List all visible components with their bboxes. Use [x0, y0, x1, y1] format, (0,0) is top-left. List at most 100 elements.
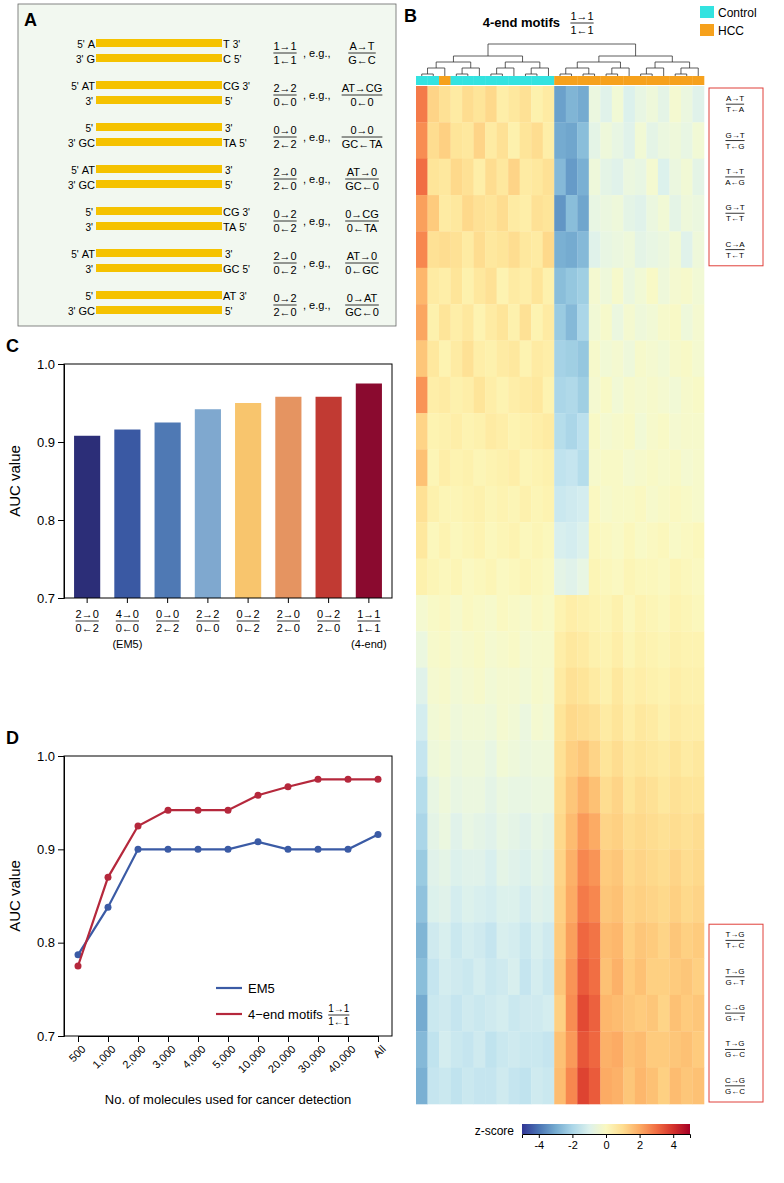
- motif-fraction-bottom: 2←2: [273, 138, 296, 150]
- tick-mark: [168, 1036, 169, 1042]
- tick-mark: [58, 520, 64, 521]
- tick-label: 500: [66, 1043, 87, 1064]
- row-label-top: C→G: [725, 1076, 745, 1085]
- tick-label: 1,000: [90, 1043, 118, 1071]
- cell: [658, 450, 670, 487]
- cell: [508, 813, 520, 850]
- tick-mark: [138, 1036, 139, 1042]
- category-label-top: 0→2: [236, 608, 259, 620]
- point: [165, 807, 172, 814]
- cell: [474, 995, 486, 1032]
- cell: [416, 122, 428, 159]
- dendrogram-branch: [566, 68, 589, 74]
- cell: [428, 886, 440, 923]
- cell: [623, 922, 635, 959]
- legend-swatch: [700, 6, 714, 18]
- example-fraction-bottom: GC←0: [345, 180, 379, 192]
- cell: [669, 268, 681, 305]
- legend-fraction-top: 1→1: [328, 1003, 350, 1014]
- cell: [646, 631, 658, 668]
- cell: [623, 850, 635, 887]
- cell: [416, 777, 428, 814]
- cell: [646, 995, 658, 1032]
- cell: [520, 1031, 532, 1068]
- cell: [508, 777, 520, 814]
- fraction-line: [725, 940, 744, 941]
- cell: [635, 886, 647, 923]
- strand-end: 3': [86, 264, 94, 275]
- cell: [566, 850, 578, 887]
- cell: [462, 86, 474, 123]
- cell: [497, 959, 509, 996]
- cell: [566, 304, 578, 341]
- tick-mark: [378, 1036, 379, 1042]
- cell: [589, 377, 601, 414]
- cell: [554, 959, 566, 996]
- cell: [451, 777, 463, 814]
- cell: [566, 522, 578, 559]
- row-label-top: T→G: [725, 930, 744, 939]
- cell: [669, 959, 681, 996]
- cell: [681, 231, 693, 268]
- cell: [451, 995, 463, 1032]
- row-label-top: C→A: [725, 240, 745, 249]
- cell: [600, 995, 612, 1032]
- tick-mark: [207, 598, 208, 603]
- cell: [566, 559, 578, 596]
- tick-mark: [318, 1036, 319, 1042]
- cell: [646, 668, 658, 705]
- cell: [543, 559, 555, 596]
- strand-end: 5': [225, 96, 233, 107]
- cell: [658, 1031, 670, 1068]
- cell: [589, 922, 601, 959]
- cell: [520, 268, 532, 305]
- cell: [428, 341, 440, 378]
- cell: [635, 159, 647, 196]
- category-label: 0→02←2: [156, 608, 179, 634]
- cell: [635, 195, 647, 232]
- cell: [566, 377, 578, 414]
- strand-end: 5': [86, 123, 94, 134]
- strand: [96, 81, 222, 89]
- motif-fraction: 0→22←0: [273, 292, 296, 318]
- strand-end: 3': [243, 81, 251, 92]
- cell: [600, 559, 612, 596]
- cell: [589, 813, 601, 850]
- cell: [566, 668, 578, 705]
- example-fraction-top: A→T: [349, 40, 374, 52]
- tick: 0.7: [37, 1029, 64, 1044]
- fraction-line: [345, 221, 379, 222]
- cell: [692, 595, 704, 632]
- cell: [474, 1068, 486, 1105]
- strand: [96, 291, 222, 299]
- tick-mark: [572, 1134, 573, 1138]
- cell: [531, 159, 543, 196]
- cell: [554, 595, 566, 632]
- cell: [612, 377, 624, 414]
- cell: [543, 668, 555, 705]
- lines: [75, 776, 382, 970]
- cell: [520, 86, 532, 123]
- row-label-top: T→T: [726, 167, 744, 176]
- cell: [669, 559, 681, 596]
- cell: [508, 450, 520, 487]
- category-label: 2→20←0: [196, 608, 219, 634]
- cell: [497, 1068, 509, 1105]
- row-label: G→TT←T: [725, 203, 744, 223]
- cell: [635, 86, 647, 123]
- cell: [543, 777, 555, 814]
- cell: [646, 195, 658, 232]
- end-bases: GC: [79, 179, 96, 191]
- cell: [623, 740, 635, 777]
- cell: [623, 559, 635, 596]
- cell: [589, 486, 601, 523]
- legend-label: 4−end motifs: [248, 1007, 323, 1022]
- cell: [681, 122, 693, 159]
- row-label: T→GT←C: [725, 930, 744, 950]
- axis-line: [79, 1037, 379, 1043]
- legend: EM54−end motifs1→11←1: [216, 981, 350, 1027]
- point: [345, 776, 352, 783]
- cell: [681, 777, 693, 814]
- cell: [462, 740, 474, 777]
- group-strip: [554, 76, 566, 85]
